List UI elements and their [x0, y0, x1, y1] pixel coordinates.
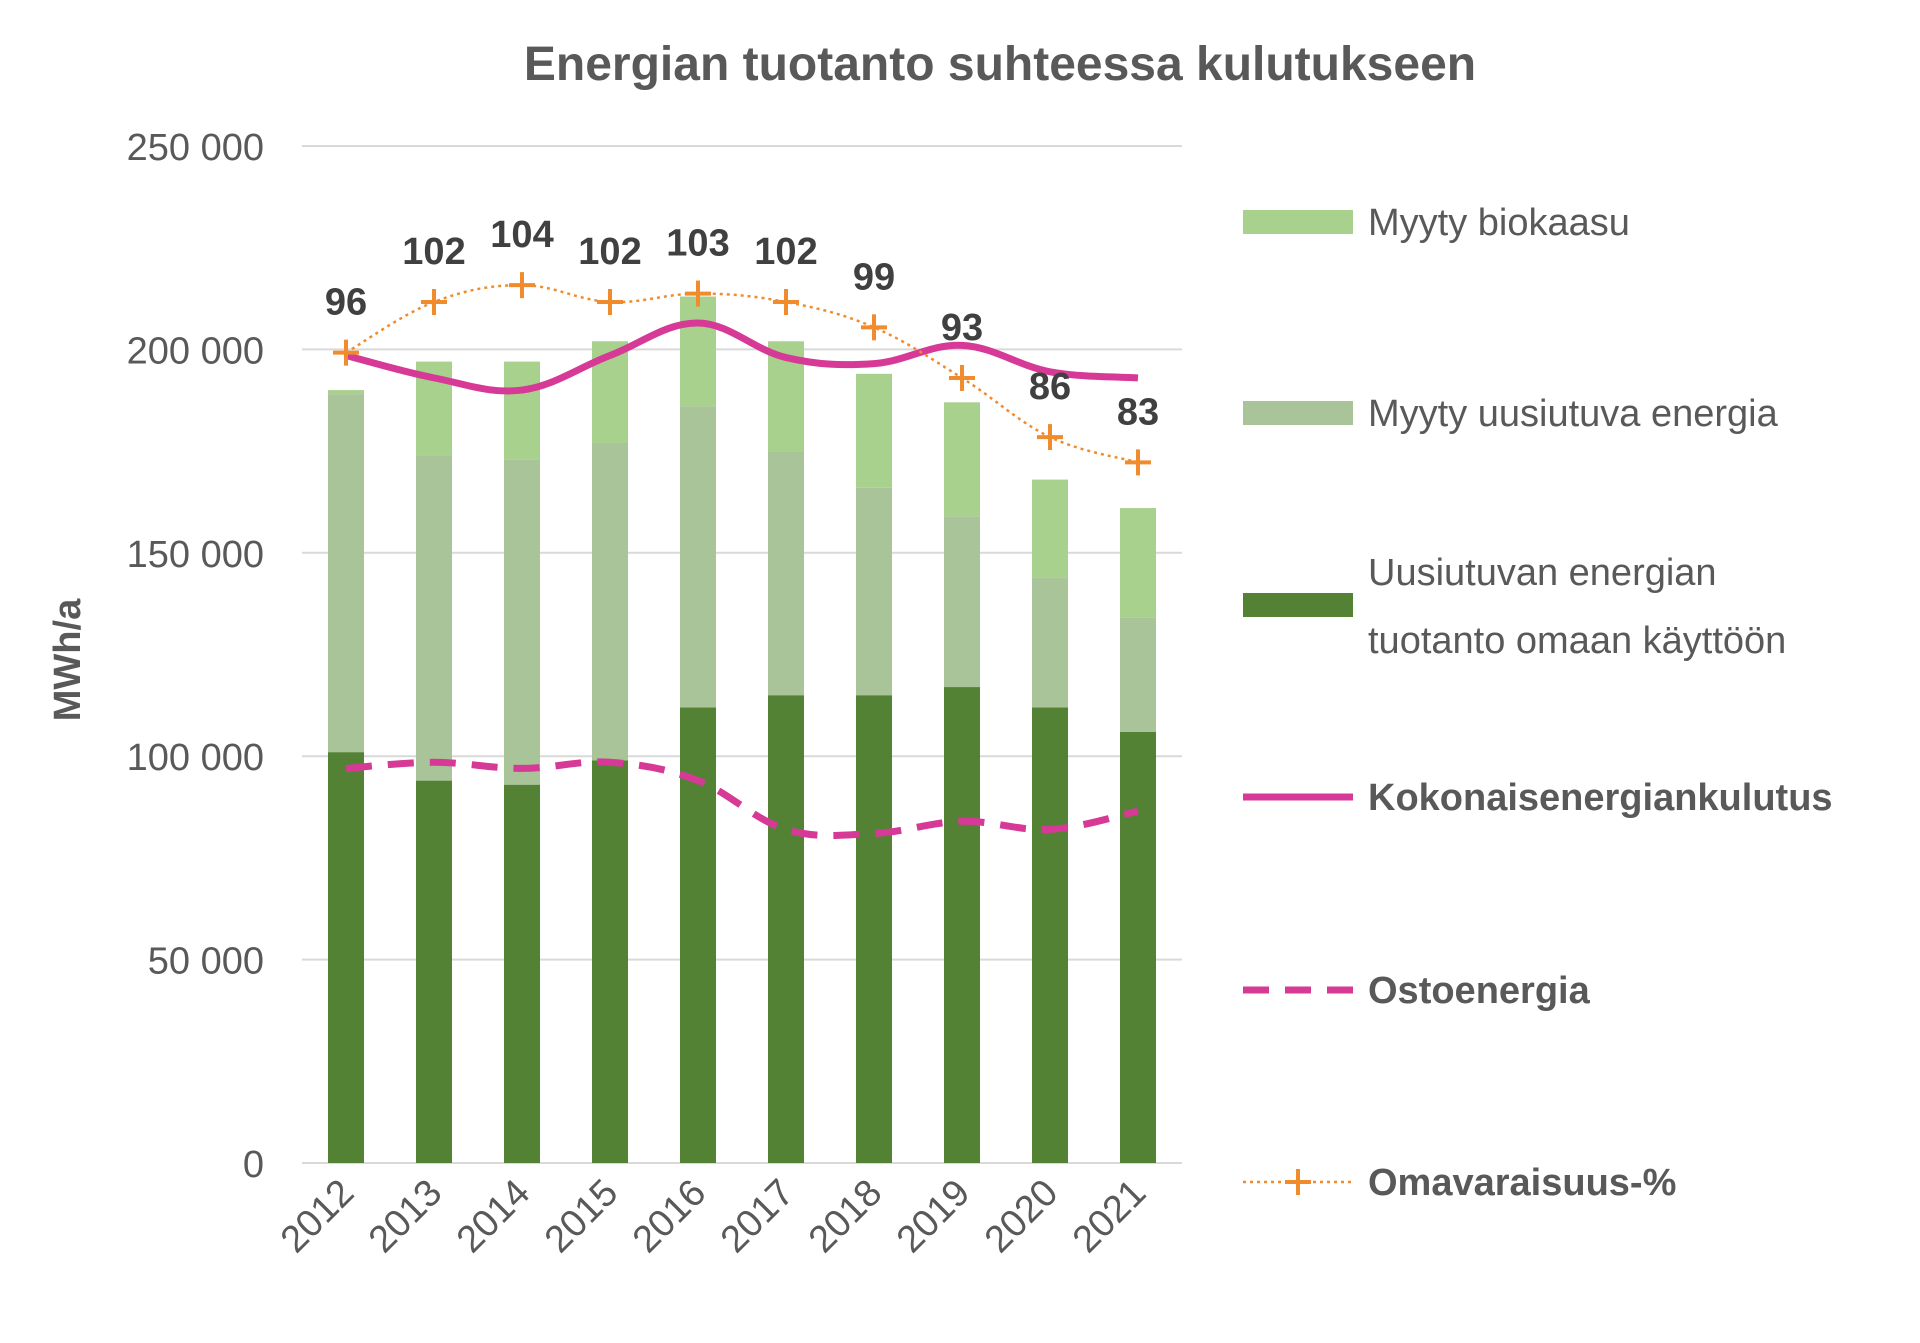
legend-item: Uusiutuvan energian tuotanto omaan käyttö…	[1243, 552, 1786, 662]
bar-myyty-uusiutuva-energia	[328, 394, 364, 753]
bar-uusiutuvan-energian-tuotanto-omaan-k-ytt-n	[1120, 731, 1156, 1163]
line-omavaraisuus	[345, 283, 1139, 464]
bar-myyty-biokaasu	[1120, 508, 1156, 618]
lines	[333, 272, 1151, 840]
data-labels: 96 102 104 102 103 102 99 93 86 83	[325, 214, 1159, 433]
omavaraisuus-marker	[597, 289, 623, 316]
omavaraisuus-data-label: 99	[853, 256, 895, 298]
bar-myyty-uusiutuva-energia	[416, 455, 452, 781]
omavaraisuus-marker	[861, 314, 887, 341]
x-tick-label: 2020	[977, 1172, 1066, 1261]
bar-uusiutuvan-energian-tuotanto-omaan-k-ytt-n	[768, 695, 804, 1163]
bar-myyty-uusiutuva-energia	[768, 451, 804, 696]
omavaraisuus-data-label: 102	[402, 231, 465, 273]
omavaraisuus-marker	[421, 289, 447, 316]
bar-myyty-biokaasu	[328, 390, 364, 395]
bar-uusiutuvan-energian-tuotanto-omaan-k-ytt-n	[1032, 707, 1068, 1163]
bar-uusiutuvan-energian-tuotanto-omaan-k-ytt-n	[944, 687, 980, 1163]
x-tick-label: 2017	[713, 1172, 802, 1261]
omavaraisuus-data-label: 102	[754, 231, 817, 273]
line-kokonaisenergiankulutus	[345, 319, 1139, 395]
bar-uusiutuvan-energian-tuotanto-omaan-k-ytt-n	[592, 760, 628, 1163]
omavaraisuus-data-label: 103	[666, 223, 729, 265]
omavaraisuus-data-label: 86	[1029, 366, 1071, 408]
omavaraisuus-marker	[1125, 449, 1151, 476]
legend: Myyty biokaasu Myyty uusiutuva energia Uus…	[1243, 202, 1833, 1204]
omavaraisuus-marker	[509, 272, 535, 299]
omavaraisuus-marker	[333, 339, 359, 366]
chart-title: Energian tuotanto suhteessa kulutukseen	[524, 38, 1476, 91]
x-tick-label: 2018	[801, 1172, 890, 1261]
bar-myyty-biokaasu	[1032, 479, 1068, 578]
bar-myyty-biokaasu	[944, 402, 980, 517]
y-tick-label: 50 000	[148, 941, 264, 983]
legend-item: Kokonaisenergiankulutus	[1243, 777, 1833, 819]
legend-label: tuotanto omaan käyttöön	[1368, 620, 1786, 662]
bar-uusiutuvan-energian-tuotanto-omaan-k-ytt-n	[328, 752, 364, 1163]
y-tick-label: 200 000	[127, 330, 264, 372]
y-tick-label: 250 000	[127, 127, 264, 169]
bar-myyty-uusiutuva-energia	[592, 442, 628, 761]
x-tick-label: 2015	[537, 1172, 626, 1261]
y-tick-label: 150 000	[127, 534, 264, 576]
legend-item: Myyty biokaasu	[1243, 202, 1630, 244]
y-axis-ticks: 0 50 000 100 000 150 000 200 000 250 000	[127, 127, 264, 1186]
legend-label: Omavaraisuus-%	[1368, 1162, 1676, 1204]
bar-myyty-uusiutuva-energia	[1032, 577, 1068, 708]
legend-swatch	[1243, 210, 1353, 234]
bar-myyty-uusiutuva-energia	[856, 487, 892, 696]
x-tick-label: 2016	[625, 1172, 714, 1261]
x-tick-label: 2021	[1065, 1172, 1154, 1261]
legend-item: Myyty uusiutuva energia	[1243, 393, 1779, 435]
bar-uusiutuvan-energian-tuotanto-omaan-k-ytt-n	[504, 784, 540, 1163]
legend-item: Omavaraisuus-%	[1243, 1162, 1676, 1204]
legend-label: Myyty uusiutuva energia	[1368, 393, 1779, 435]
bar-myyty-uusiutuva-energia	[1120, 617, 1156, 732]
bars	[328, 296, 1156, 1163]
x-tick-label: 2019	[889, 1172, 978, 1261]
bar-myyty-biokaasu	[856, 373, 892, 488]
omavaraisuus-marker	[685, 280, 711, 307]
bar-myyty-biokaasu	[680, 296, 716, 407]
bar-myyty-biokaasu	[504, 361, 540, 460]
y-axis-title: MWh/a	[47, 598, 89, 721]
bar-myyty-uusiutuva-energia	[944, 516, 980, 688]
x-tick-label: 2012	[273, 1172, 362, 1261]
legend-item: Ostoenergia	[1243, 970, 1591, 1012]
omavaraisuus-marker	[1037, 424, 1063, 451]
bar-myyty-uusiutuva-energia	[504, 459, 540, 785]
omavaraisuus-data-label: 104	[490, 214, 553, 256]
omavaraisuus-marker	[949, 364, 975, 391]
legend-label: Uusiutuvan energian	[1368, 552, 1717, 594]
bar-uusiutuvan-energian-tuotanto-omaan-k-ytt-n	[416, 780, 452, 1163]
omavaraisuus-data-label: 93	[941, 307, 983, 349]
y-tick-label: 0	[243, 1144, 264, 1186]
bar-uusiutuvan-energian-tuotanto-omaan-k-ytt-n	[856, 695, 892, 1163]
line-ostoenergia	[345, 758, 1139, 840]
omavaraisuus-data-label: 83	[1117, 391, 1159, 433]
x-tick-label: 2013	[361, 1172, 450, 1261]
legend-label: Kokonaisenergiankulutus	[1368, 777, 1833, 819]
legend-swatch	[1243, 401, 1353, 425]
legend-label: Myyty biokaasu	[1368, 202, 1630, 244]
omavaraisuus-data-label: 102	[578, 231, 641, 273]
legend-label: Ostoenergia	[1368, 970, 1591, 1012]
omavaraisuus-data-label: 96	[325, 282, 367, 324]
omavaraisuus-marker	[773, 289, 799, 316]
x-tick-label: 2014	[449, 1172, 538, 1261]
legend-swatch	[1243, 593, 1353, 617]
bar-myyty-uusiutuva-energia	[680, 406, 716, 708]
y-tick-label: 100 000	[127, 737, 264, 779]
